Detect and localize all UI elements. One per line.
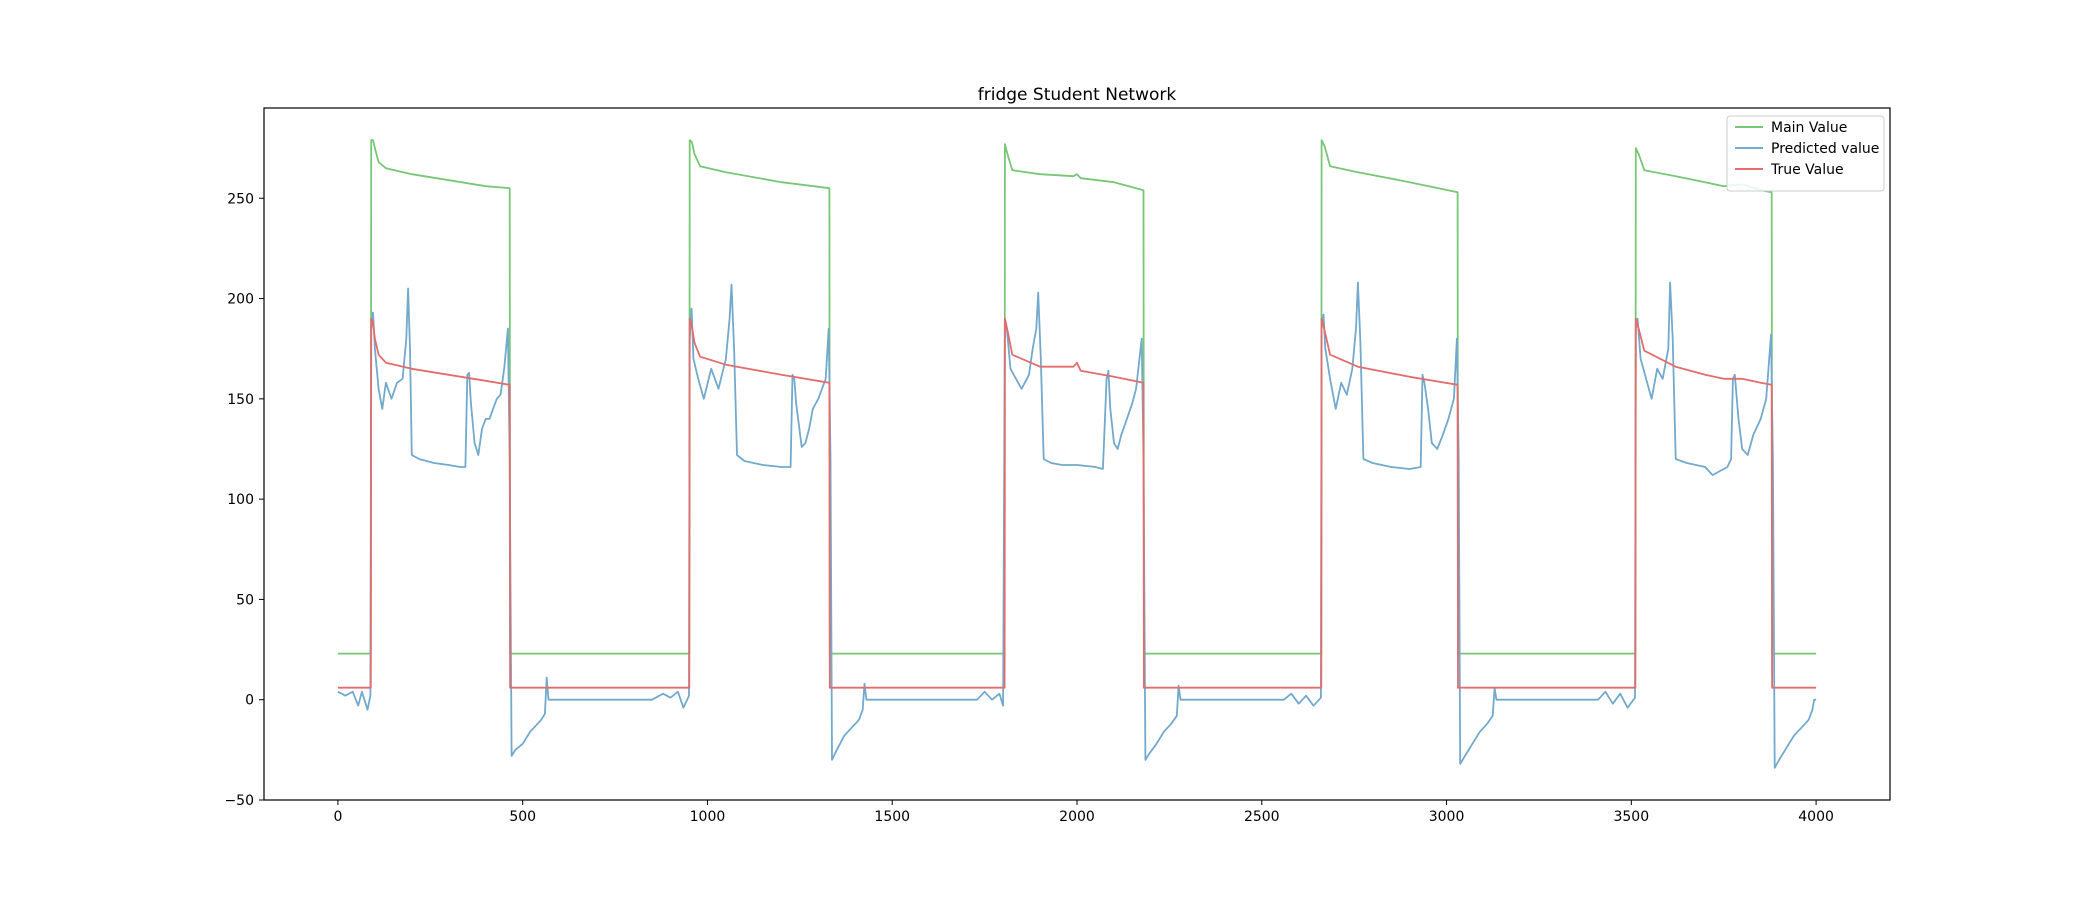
y-axis: −50 0 50 100 150 200 250 [224,191,264,809]
x-tick-label: 2500 [1244,809,1280,825]
y-tick-label: 100 [227,492,254,508]
series-line-main-value [337,139,1817,655]
x-axis: 0 500 1000 1500 2000 2500 3000 3500 4000 [333,800,1834,825]
plot-area-frame [263,107,1891,801]
series-layer [337,139,1817,769]
chart-title: fridge Student Network [978,85,1177,105]
x-tick-label: 3000 [1429,809,1465,825]
legend-label: Main Value [1771,120,1847,136]
x-tick-label: 2000 [1059,809,1095,825]
y-tick-label: 250 [227,191,254,207]
x-tick-label: 1500 [874,809,910,825]
y-tick-label: 150 [227,392,254,408]
x-tick-label: 0 [333,809,342,825]
legend-label: Predicted value [1771,141,1879,157]
legend-label: True Value [1770,162,1844,178]
x-tick-label: 3500 [1613,809,1649,825]
y-tick-label: 200 [227,292,254,308]
y-tick-label: −50 [224,793,254,809]
legend-box [1726,115,1885,192]
y-tick-label: 0 [245,693,254,709]
y-tick-label: 50 [236,592,254,608]
x-tick-label: 1000 [690,809,726,825]
x-tick-label: 4000 [1798,809,1834,825]
series-line-true-value [337,317,1817,689]
legend: Main Value Predicted value True Value [1726,115,1885,192]
x-tick-label: 500 [509,809,536,825]
